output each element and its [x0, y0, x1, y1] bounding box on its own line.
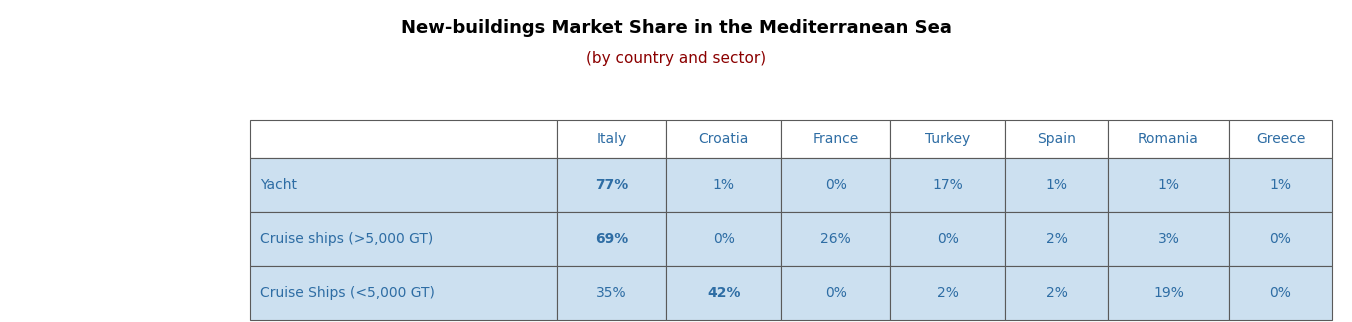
- Text: 0%: 0%: [1270, 232, 1291, 246]
- Bar: [1107, 212, 1229, 266]
- Bar: [781, 266, 890, 320]
- Bar: [890, 212, 1006, 266]
- Bar: [1006, 212, 1107, 266]
- Text: 1%: 1%: [1270, 178, 1291, 192]
- Text: 42%: 42%: [707, 286, 741, 300]
- Text: 0%: 0%: [825, 178, 846, 192]
- Bar: [667, 158, 781, 212]
- Bar: [1107, 158, 1229, 212]
- Text: Italy: Italy: [596, 132, 627, 146]
- Bar: [781, 120, 890, 158]
- Text: 26%: 26%: [821, 232, 852, 246]
- Bar: [890, 120, 1006, 158]
- Bar: [1229, 158, 1332, 212]
- Bar: [781, 212, 890, 266]
- Text: 2%: 2%: [1045, 286, 1068, 300]
- Bar: [1006, 266, 1107, 320]
- Text: 1%: 1%: [1157, 178, 1179, 192]
- Bar: [1229, 120, 1332, 158]
- Bar: [250, 266, 557, 320]
- Bar: [667, 266, 781, 320]
- Text: 0%: 0%: [713, 232, 734, 246]
- Text: 1%: 1%: [713, 178, 734, 192]
- Bar: [557, 158, 667, 212]
- Text: 0%: 0%: [825, 286, 846, 300]
- Text: Yacht: Yacht: [260, 178, 297, 192]
- Bar: [667, 212, 781, 266]
- Bar: [890, 158, 1006, 212]
- Text: (by country and sector): (by country and sector): [585, 51, 767, 65]
- Bar: [890, 266, 1006, 320]
- Bar: [250, 158, 557, 212]
- Bar: [1006, 158, 1107, 212]
- Text: Romania: Romania: [1138, 132, 1199, 146]
- Bar: [1107, 120, 1229, 158]
- Bar: [250, 120, 557, 158]
- Bar: [667, 120, 781, 158]
- Text: Cruise Ships (<5,000 GT): Cruise Ships (<5,000 GT): [260, 286, 435, 300]
- Bar: [557, 120, 667, 158]
- Text: 2%: 2%: [1045, 232, 1068, 246]
- Text: Turkey: Turkey: [925, 132, 971, 146]
- Bar: [781, 158, 890, 212]
- Bar: [1229, 266, 1332, 320]
- Text: Spain: Spain: [1037, 132, 1076, 146]
- Text: 69%: 69%: [595, 232, 629, 246]
- Text: 0%: 0%: [1270, 286, 1291, 300]
- Text: 35%: 35%: [596, 286, 627, 300]
- Bar: [1006, 120, 1107, 158]
- Bar: [557, 266, 667, 320]
- Text: New-buildings Market Share in the Mediterranean Sea: New-buildings Market Share in the Medite…: [400, 19, 952, 37]
- Bar: [1229, 212, 1332, 266]
- Bar: [557, 212, 667, 266]
- Text: 0%: 0%: [937, 232, 959, 246]
- Text: 2%: 2%: [937, 286, 959, 300]
- Bar: [250, 212, 557, 266]
- Text: Cruise ships (>5,000 GT): Cruise ships (>5,000 GT): [260, 232, 434, 246]
- Bar: [1107, 266, 1229, 320]
- Text: 17%: 17%: [933, 178, 963, 192]
- Text: 3%: 3%: [1157, 232, 1179, 246]
- Text: Greece: Greece: [1256, 132, 1305, 146]
- Text: 19%: 19%: [1153, 286, 1184, 300]
- Text: 77%: 77%: [595, 178, 629, 192]
- Text: 1%: 1%: [1045, 178, 1068, 192]
- Text: France: France: [813, 132, 859, 146]
- Text: Croatia: Croatia: [699, 132, 749, 146]
